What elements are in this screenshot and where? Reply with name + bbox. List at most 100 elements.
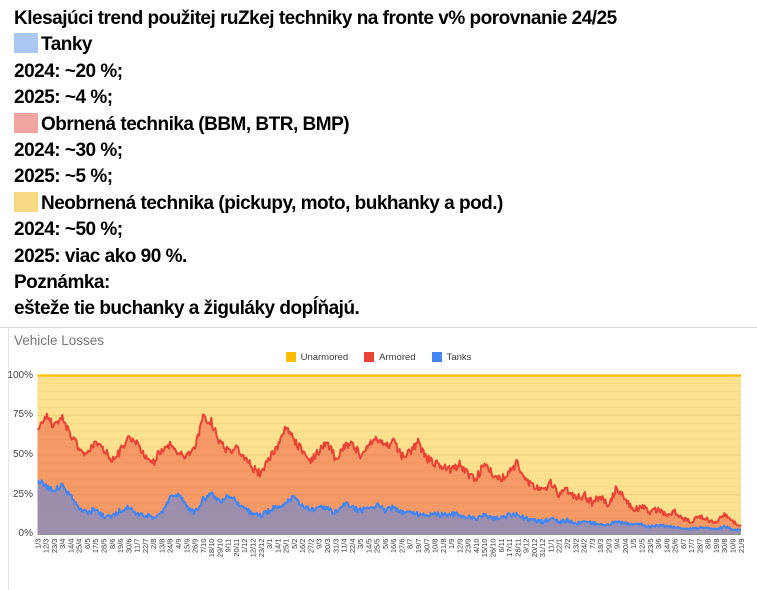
x-axis-tick-label: 11/4 — [340, 538, 349, 552]
tanks-legend-line: Tanky — [14, 32, 749, 58]
unarmored-legend-swatch — [285, 352, 296, 363]
x-axis-tick-label: 13/8 — [157, 538, 166, 553]
y-axis-tick-25: 25% — [12, 488, 33, 500]
tanks-label: Tanky — [41, 34, 93, 56]
x-axis-tick-label: 3/5 — [356, 538, 365, 548]
x-axis-tick-label: 11/7 — [133, 538, 142, 552]
x-axis-tick-label: 31/3 — [331, 538, 340, 553]
x-axis-tick-label: 20/4 — [621, 538, 630, 553]
x-axis-tick-label: 11/1 — [546, 538, 555, 552]
unarmored-stat-2025: 2025: viac ako 90 %. — [14, 245, 187, 267]
x-axis-tick-label: 7/10 — [199, 538, 208, 553]
x-axis-tick-label: 26/10 — [489, 538, 498, 557]
x-axis-tick-label: 24/8 — [166, 538, 175, 553]
x-axis-tick-label: 10/8 — [431, 538, 440, 553]
unarmored-legend-label: Unarmored — [300, 351, 349, 363]
tanks-legend-label: Tanks — [446, 351, 472, 363]
unarmored-stat-2024: 2024: ~50 %; — [14, 219, 123, 241]
tanks-swatch — [14, 33, 38, 54]
x-axis-tick-label: 8/8 — [704, 538, 713, 548]
x-axis-tick-label: 9/12 — [522, 538, 531, 553]
armored-legend-swatch — [364, 352, 375, 363]
x-axis-tick-label: 30/8 — [720, 538, 729, 553]
x-axis-tick-label: 12/12 — [249, 538, 258, 557]
chart-title: Vehicle Losses — [14, 332, 105, 348]
x-axis-tick-label: 31/12 — [538, 538, 547, 557]
x-axis-tick-label: 2/2 — [563, 538, 572, 548]
chart-legend: Unarmored Armored Tanks — [0, 352, 757, 363]
x-axis-tick-label: 7/3 — [588, 538, 597, 548]
x-axis-tick-label: 28/5 — [100, 538, 109, 553]
x-axis-tick-label: 10/9 — [729, 538, 738, 553]
x-axis-tick-label: 20/12 — [530, 538, 539, 557]
legend-item-tanks: Tanks — [431, 351, 472, 363]
x-axis-tick-label: 18/3 — [596, 538, 605, 553]
x-axis-tick-label: 9/11 — [224, 538, 233, 552]
x-axis-tick-label: 23/5 — [646, 538, 655, 553]
x-axis-tick-label: 12/9 — [455, 538, 464, 553]
x-axis-tick-label: 23/9 — [464, 538, 473, 553]
x-axis-tick-label: 8/6 — [108, 538, 117, 548]
x-axis-tick-label: 16/6 — [389, 538, 398, 553]
x-axis-tick-label: 19/7 — [414, 538, 423, 553]
armored-line — [36, 412, 742, 527]
stacked-area-chart: 1/3 12/3 23/3 3/4 14/4 25/4 6/5 17/5 28/5 8/6 19/6… — [33, 374, 746, 557]
x-axis-tick-label: 18/10 — [207, 538, 216, 557]
x-axis-tick-label: 12/5 — [638, 538, 647, 553]
unarmored-label: Neobrnená technika (pickupy, moto, bukha… — [41, 192, 503, 214]
x-axis-tick-label: 1/5 — [629, 538, 638, 548]
panel-left-border — [8, 327, 9, 590]
tanks-line — [37, 479, 742, 532]
y-axis-tick-0: 0% — [18, 527, 33, 539]
legend-item-armored: Armored — [364, 351, 416, 363]
x-axis-tick-label: 24/2 — [580, 538, 589, 553]
x-axis-tick-label: 19/8 — [712, 538, 721, 553]
x-axis-tick-label: 29/3 — [604, 538, 613, 553]
y-axis-tick-75: 75% — [12, 408, 33, 420]
x-axis-tick-label: 17/11 — [505, 538, 514, 556]
x-axis-tick-label: 23/3 — [50, 538, 59, 553]
x-axis-tick-label: 1/3 — [33, 538, 42, 548]
legend-item-unarmored: Unarmored — [285, 351, 349, 363]
x-axis-tick-label: 16/2 — [298, 538, 307, 553]
x-axis-tick-label: 3/4 — [58, 538, 67, 548]
x-axis-tick-label: 20/11 — [232, 538, 241, 556]
x-axis-tick-label: 27/6 — [398, 538, 407, 553]
x-axis-tick-label: 21/9 — [737, 538, 746, 553]
x-axis-tick-label: 23/12 — [257, 538, 266, 557]
x-axis-tick-label: 9/3 — [315, 538, 324, 548]
x-axis-tick-label: 22/1 — [555, 538, 564, 553]
unarmored-legend-line: Neobrnená technika (pickupy, moto, bukha… — [14, 191, 749, 217]
post-text-block: Klesajúci trend použitej ruZkej techniky… — [14, 8, 749, 319]
x-axis-tick-label: 22/7 — [141, 538, 150, 553]
tanks-stat-2025: 2025: ~4 %; — [14, 87, 113, 109]
armored-legend-line: Obrnená technika (BBM, BTR, BMP) — [14, 112, 749, 138]
tanks-legend-swatch — [431, 352, 442, 363]
x-axis-tick-label: 6/5 — [83, 538, 92, 548]
x-axis-tick-label: 1/12 — [240, 538, 249, 553]
x-axis-tick-label: 14/4 — [66, 538, 75, 553]
y-axis-tick-50: 50% — [12, 448, 33, 460]
tanks-stat-2024: 2024: ~20 %; — [14, 60, 123, 82]
x-axis-tick-label: 20/3 — [323, 538, 332, 553]
x-axis-tick-label: 6/7 — [679, 538, 688, 548]
y-axis-tick-100: 100% — [7, 369, 33, 381]
x-axis-tick-label: 1/9 — [447, 538, 456, 548]
x-axis-tick-label: 17/7 — [687, 538, 696, 553]
x-axis-tick-label: 5/2 — [290, 538, 299, 548]
x-axis-tick-label: 14/1 — [273, 538, 282, 553]
armored-stat-2024: 2024: ~30 %; — [14, 140, 123, 162]
x-axis-tick-label: 17/5 — [91, 538, 100, 553]
x-axis-tick-label: 25/1 — [282, 538, 291, 553]
x-axis-tick-label: 19/6 — [116, 538, 125, 553]
x-axis-tick-label: 22/4 — [348, 538, 357, 553]
x-axis-tick-label: 29/10 — [215, 538, 224, 557]
x-axis-tick-label: 15/10 — [480, 538, 489, 557]
armored-legend-label: Armored — [379, 351, 416, 363]
x-axis-tick-label: 30/6 — [124, 538, 133, 553]
x-axis-tick-label: 2/8 — [149, 538, 158, 548]
armored-label: Obrnená technika (BBM, BTR, BMP) — [41, 113, 350, 135]
armored-swatch — [14, 112, 38, 133]
x-axis-tick-label: 25/6 — [671, 538, 680, 553]
x-axis-tick-label: 26/9 — [191, 538, 200, 553]
